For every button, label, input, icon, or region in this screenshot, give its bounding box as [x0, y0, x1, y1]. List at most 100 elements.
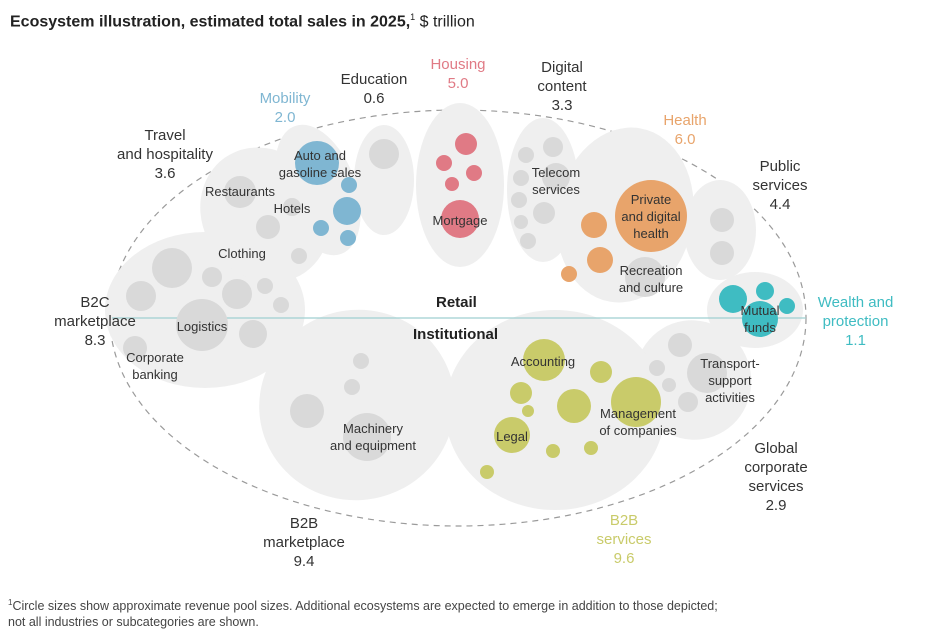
- circle-b2bs-4: [557, 389, 591, 423]
- title-main: Ecosystem illustration, estimated total …: [10, 13, 411, 31]
- circle-global-5: [678, 392, 698, 412]
- circle-b2bs-5: [522, 405, 534, 417]
- label-education-name: Education: [340, 71, 408, 88]
- label-global-value: 2.9: [765, 497, 787, 514]
- label-b2bmarket-name: B2B marketplace: [263, 515, 345, 551]
- label-b2bmarket-value: 9.4: [293, 553, 315, 570]
- title-unit: $ trillion: [415, 13, 475, 31]
- label-public: Public services 4.4: [740, 157, 820, 214]
- label-mobility-value: 2.0: [274, 109, 296, 126]
- label-travel: Travel and hospitality 3.6: [105, 126, 225, 183]
- blob-b2bservices: [445, 310, 665, 510]
- label-public-name: Public services: [752, 158, 808, 194]
- circle-machinery: [343, 413, 391, 461]
- sub-logistics: Logistics: [176, 319, 228, 334]
- label-education-value: 0.6: [363, 90, 385, 107]
- sub-auto: Auto and gasoline sales: [278, 148, 362, 180]
- sub-corporate-banking: Corporate banking: [126, 350, 184, 382]
- circle-public-2: [710, 241, 734, 265]
- footnote: 1Circle sizes show approximate revenue p…: [8, 595, 908, 630]
- health-circles: [561, 180, 687, 297]
- circle-logistics: [176, 299, 228, 351]
- label-digital: Digital content 3.3: [522, 58, 602, 115]
- circle-mobility-3: [333, 197, 361, 225]
- label-global: Global corporate services 2.9: [726, 439, 826, 515]
- label-mobility: Mobility 2.0: [245, 89, 325, 127]
- sub-mortgage: Mortgage: [432, 213, 488, 228]
- footnote-text: Circle sizes show approximate revenue po…: [8, 599, 718, 630]
- label-health-value: 6.0: [674, 131, 696, 148]
- blob-education: [354, 125, 414, 235]
- circle-b2c-6: [273, 297, 289, 313]
- circle-b2c-1: [152, 248, 192, 288]
- label-b2c: B2C marketplace 8.3: [40, 293, 150, 350]
- circle-wealth-2: [756, 282, 774, 300]
- circle-global-2: [649, 360, 665, 376]
- circle-b2c-7: [239, 320, 267, 348]
- circle-mobility-4: [313, 220, 329, 236]
- circle-digital-3: [513, 170, 529, 186]
- circle-corporate-banking: [123, 336, 147, 360]
- circle-housing-3: [466, 165, 482, 181]
- retail-label: Retail: [436, 294, 477, 311]
- circle-health-2: [581, 212, 607, 238]
- circle-health-3: [587, 247, 613, 273]
- blob-b2bmarket: [259, 309, 455, 501]
- sub-mutual-funds: Mutual funds: [740, 303, 780, 335]
- circle-accounting: [523, 339, 565, 381]
- circle-mobility-5: [340, 230, 356, 246]
- sub-management: Management of companies: [599, 406, 677, 438]
- label-housing-value: 5.0: [447, 75, 469, 92]
- label-b2c-name: B2C marketplace: [54, 294, 136, 330]
- b2c-circles: [123, 248, 289, 360]
- public-circles: [710, 208, 734, 265]
- b2bmarket-circles: [290, 353, 391, 461]
- label-b2c-value: 8.3: [84, 332, 106, 349]
- label-housing-name: Housing: [430, 56, 486, 73]
- circle-private-health: [615, 180, 687, 252]
- sub-recreation: Recreation and culture: [618, 263, 684, 295]
- circle-management: [611, 377, 661, 427]
- sub-private-health: Private and digital health: [621, 192, 681, 241]
- chart-title: Ecosystem illustration, estimated total …: [10, 12, 475, 31]
- label-public-value: 4.4: [769, 196, 791, 213]
- circle-digital-5: [533, 202, 555, 224]
- label-b2bservices-name: B2B services: [596, 512, 652, 548]
- sub-restaurants: Restaurants: [204, 184, 276, 199]
- label-b2bservices-value: 9.6: [613, 550, 635, 567]
- sub-accounting: Accounting: [510, 354, 576, 369]
- digital-circles: [511, 137, 570, 249]
- sub-hotels: Hotels: [273, 201, 311, 216]
- circle-public-1: [710, 208, 734, 232]
- sub-clothing: Clothing: [218, 246, 266, 261]
- circle-telecom: [542, 163, 570, 191]
- mobility-circles: [295, 141, 361, 246]
- label-wealth-value: 1.1: [845, 332, 866, 349]
- circle-b2bs-6: [546, 444, 560, 458]
- label-wealth-name: Wealth and protection: [817, 294, 894, 330]
- sub-transport: Transport- support activities: [700, 356, 760, 405]
- circle-b2bs-8: [480, 465, 494, 479]
- circle-b2bm-3: [290, 394, 324, 428]
- housing-circles: [436, 133, 482, 238]
- circle-digital-6: [514, 215, 528, 229]
- circle-mutual-funds: [742, 301, 778, 337]
- circle-wealth-1: [719, 285, 747, 313]
- circle-education: [369, 139, 399, 169]
- circle-b2bm-2: [344, 379, 360, 395]
- circle-b2c-3: [202, 267, 222, 287]
- circle-housing-4: [445, 177, 459, 191]
- label-global-name: Global corporate services: [744, 440, 808, 495]
- label-b2bservices: B2B services 9.6: [579, 511, 669, 568]
- circle-travel-3: [291, 248, 307, 264]
- circle-digital-2: [518, 147, 534, 163]
- sub-legal: Legal: [496, 429, 528, 444]
- circle-digital-4: [511, 192, 527, 208]
- circle-housing-1: [455, 133, 477, 155]
- institutional-label: Institutional: [413, 326, 498, 343]
- circle-travel-2: [256, 215, 280, 239]
- label-b2bmarket: B2B marketplace 9.4: [249, 514, 359, 571]
- circle-housing-2: [436, 155, 452, 171]
- blob-housing: [416, 103, 504, 267]
